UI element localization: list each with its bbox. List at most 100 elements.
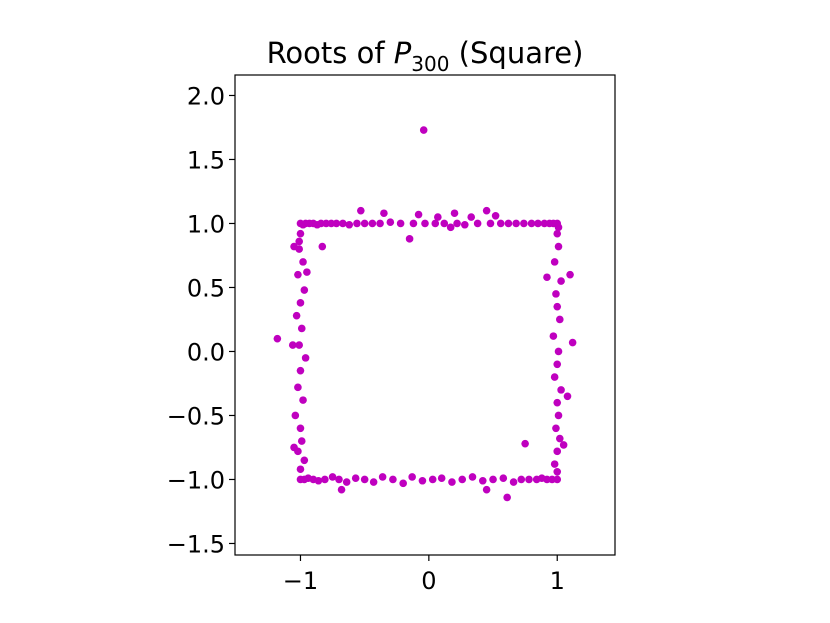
point (386, 218, 395, 226)
point (550, 258, 559, 266)
point (520, 219, 528, 228)
point (554, 242, 563, 251)
point (553, 229, 562, 238)
point (332, 219, 341, 228)
point (566, 270, 574, 279)
point (296, 424, 305, 433)
point (553, 447, 562, 456)
point (553, 360, 562, 369)
point (376, 219, 384, 228)
point (478, 476, 487, 485)
point (337, 485, 346, 494)
point (318, 242, 327, 251)
point (496, 219, 505, 228)
point (292, 311, 301, 320)
point (491, 212, 500, 220)
point (396, 219, 405, 228)
x-tick-label: −1 (283, 567, 318, 595)
point (553, 475, 562, 484)
point (380, 209, 388, 218)
point (357, 206, 365, 215)
y-tick-label: −0.5 (167, 402, 225, 430)
point (418, 476, 427, 485)
point (295, 245, 303, 253)
chart-title: Roots of P300 (Square) (267, 36, 584, 76)
point (534, 219, 542, 228)
point (559, 441, 568, 449)
title-part: Roots of (267, 36, 394, 70)
point (525, 475, 533, 484)
title-part: (Square) (449, 36, 583, 70)
point (467, 213, 476, 221)
point (434, 213, 442, 221)
point (409, 219, 418, 228)
point (405, 235, 414, 243)
point (291, 411, 300, 420)
point (408, 473, 416, 481)
y-tick-label: 1.0 (187, 210, 225, 238)
point (527, 219, 536, 228)
point (499, 474, 508, 483)
y-tick-label: 2.0 (187, 82, 225, 110)
title-part: 300 (411, 52, 449, 76)
point (552, 424, 560, 433)
point (294, 383, 302, 392)
point (296, 229, 305, 238)
point (504, 219, 513, 228)
point (458, 475, 467, 484)
point (521, 439, 529, 448)
point (503, 493, 511, 502)
plot-frame (234, 74, 616, 556)
point (303, 268, 311, 276)
point (339, 219, 347, 228)
point (360, 219, 369, 228)
point (345, 220, 354, 229)
point (335, 475, 343, 484)
point (468, 473, 477, 481)
point (512, 219, 520, 228)
point (509, 478, 518, 486)
point (549, 332, 558, 340)
point (550, 460, 559, 468)
point (273, 334, 282, 343)
point (294, 270, 302, 279)
y-tick-label: −1.0 (167, 466, 225, 494)
point (473, 219, 482, 228)
point (297, 437, 306, 445)
point (553, 302, 562, 311)
y-tick-label: 1.5 (187, 146, 225, 174)
point (299, 396, 307, 404)
point (399, 479, 407, 488)
point (517, 475, 526, 484)
y-tick-label: −1.5 (167, 530, 225, 558)
title-part: P (394, 36, 412, 70)
point (299, 258, 307, 266)
point (342, 478, 351, 486)
point (448, 478, 456, 486)
point (296, 366, 305, 375)
point (482, 485, 491, 494)
y-tick-label: 0.5 (187, 274, 225, 302)
point (351, 474, 360, 483)
point (360, 475, 369, 484)
point (453, 219, 461, 228)
point (489, 475, 497, 484)
x-tick-label: 0 (421, 567, 436, 595)
point (288, 341, 297, 349)
point (440, 219, 449, 228)
point (446, 223, 455, 232)
point (414, 210, 423, 219)
point (296, 465, 305, 474)
point (300, 286, 309, 294)
point (543, 273, 551, 282)
x-tick-label: 1 (550, 567, 565, 595)
point (554, 347, 563, 356)
point (369, 478, 378, 486)
point (428, 475, 437, 484)
point (557, 277, 565, 285)
point (295, 341, 303, 349)
point (552, 290, 560, 298)
point (296, 299, 305, 307)
point (557, 386, 565, 394)
point (297, 324, 306, 333)
